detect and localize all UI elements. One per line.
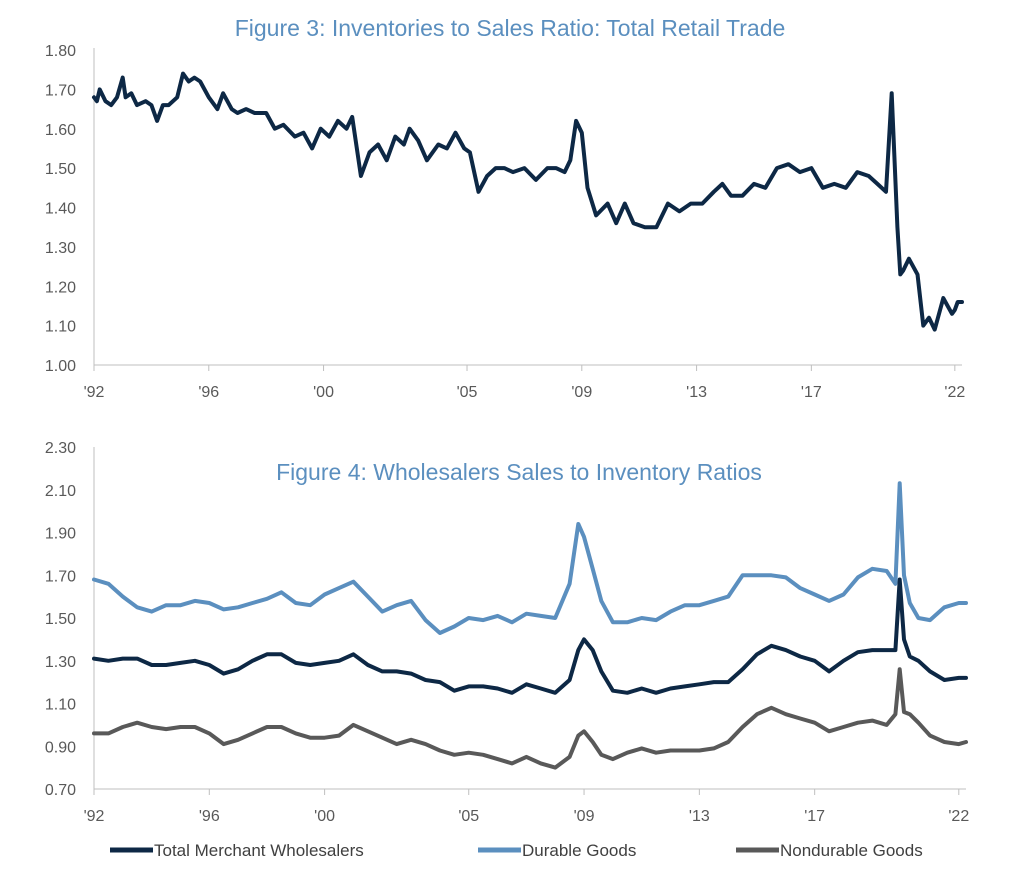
- figure-4-legend: Total Merchant Wholesalers Durable Goods N…: [110, 841, 923, 860]
- fig3-y-tick-label: 1.40: [45, 201, 76, 218]
- fig3-x-tick-label: '22: [944, 384, 965, 401]
- fig4-y-tick-label: 2.30: [45, 440, 76, 457]
- fig4-y-tick-label: 2.10: [45, 483, 76, 500]
- figure-4-lines: [92, 481, 968, 770]
- fig3-x-tick-label: '92: [84, 384, 105, 401]
- ratio-line: [92, 71, 964, 332]
- fig4-y-tick-label: 1.70: [45, 568, 76, 585]
- fig3-x-tick-label: '17: [801, 384, 822, 401]
- fig4-y-tick-label: 1.90: [45, 526, 76, 543]
- total-merchant-wholesalers-line: [92, 577, 968, 695]
- fig3-x-tick-label: '09: [571, 384, 592, 401]
- fig3-x-tick-label: '00: [313, 384, 334, 401]
- fig4-x-tick-label: '22: [948, 808, 969, 825]
- figure-3-y-ticks: 1.00 1.10 1.20 1.30 1.40 1.50 1.60 1.70 1.80: [45, 43, 76, 375]
- figure-4-x-ticks: '92 '96 '00 '05 '09 '13 '17 '22: [84, 789, 969, 825]
- figure-3-lines: [92, 71, 964, 332]
- figure-3-title: Figure 3: Inventories to Sales Ratio: To…: [235, 15, 786, 41]
- fig4-y-tick-label: 0.70: [45, 782, 76, 799]
- fig4-x-tick-label: '17: [804, 808, 825, 825]
- fig4-x-tick-label: '09: [574, 808, 595, 825]
- figure-3-x-ticks: '92 '96 '00 '05 '09 '13 '17 '22: [84, 365, 965, 401]
- fig3-y-tick-label: 1.10: [45, 319, 76, 336]
- fig3-y-tick-label: 1.50: [45, 161, 76, 178]
- fig3-y-tick-label: 1.20: [45, 279, 76, 296]
- fig4-x-tick-label: '92: [84, 808, 105, 825]
- fig4-x-tick-label: '96: [199, 808, 220, 825]
- fig4-y-tick-label: 1.50: [45, 611, 76, 628]
- fig3-y-tick-label: 1.80: [45, 43, 76, 60]
- fig3-y-tick-label: 1.00: [45, 358, 76, 375]
- fig4-x-tick-label: '13: [689, 808, 710, 825]
- fig4-y-tick-label: 0.90: [45, 739, 76, 756]
- figure-3-chart: Figure 3: Inventories to Sales Ratio: To…: [45, 15, 965, 401]
- fig4-y-tick-label: 1.10: [45, 697, 76, 714]
- figure-4-y-ticks: 0.70 0.90 1.10 1.30 1.50 1.70 1.90 2.10 2.30: [45, 440, 76, 799]
- figure-4-chart: Figure 4: Wholesalers Sales to Inventory…: [45, 440, 969, 860]
- fig3-x-tick-label: '13: [686, 384, 707, 401]
- legend-label-durable-goods: Durable Goods: [522, 841, 636, 860]
- legend-label-total-merchant-wholesalers: Total Merchant Wholesalers: [154, 841, 364, 860]
- fig3-y-tick-label: 1.70: [45, 82, 76, 99]
- fig3-y-tick-label: 1.30: [45, 240, 76, 257]
- fig4-x-tick-label: '00: [314, 808, 335, 825]
- fig4-x-tick-label: '05: [458, 808, 479, 825]
- nondurable-goods-line: [92, 667, 968, 770]
- durable-goods-line: [92, 481, 968, 635]
- legend-label-nondurable-goods: Nondurable Goods: [780, 841, 923, 860]
- fig3-x-tick-label: '05: [457, 384, 478, 401]
- fig3-x-tick-label: '96: [198, 384, 219, 401]
- fig4-y-tick-label: 1.30: [45, 654, 76, 671]
- figure-4-title: Figure 4: Wholesalers Sales to Inventory…: [276, 459, 762, 485]
- fig3-y-tick-label: 1.60: [45, 122, 76, 139]
